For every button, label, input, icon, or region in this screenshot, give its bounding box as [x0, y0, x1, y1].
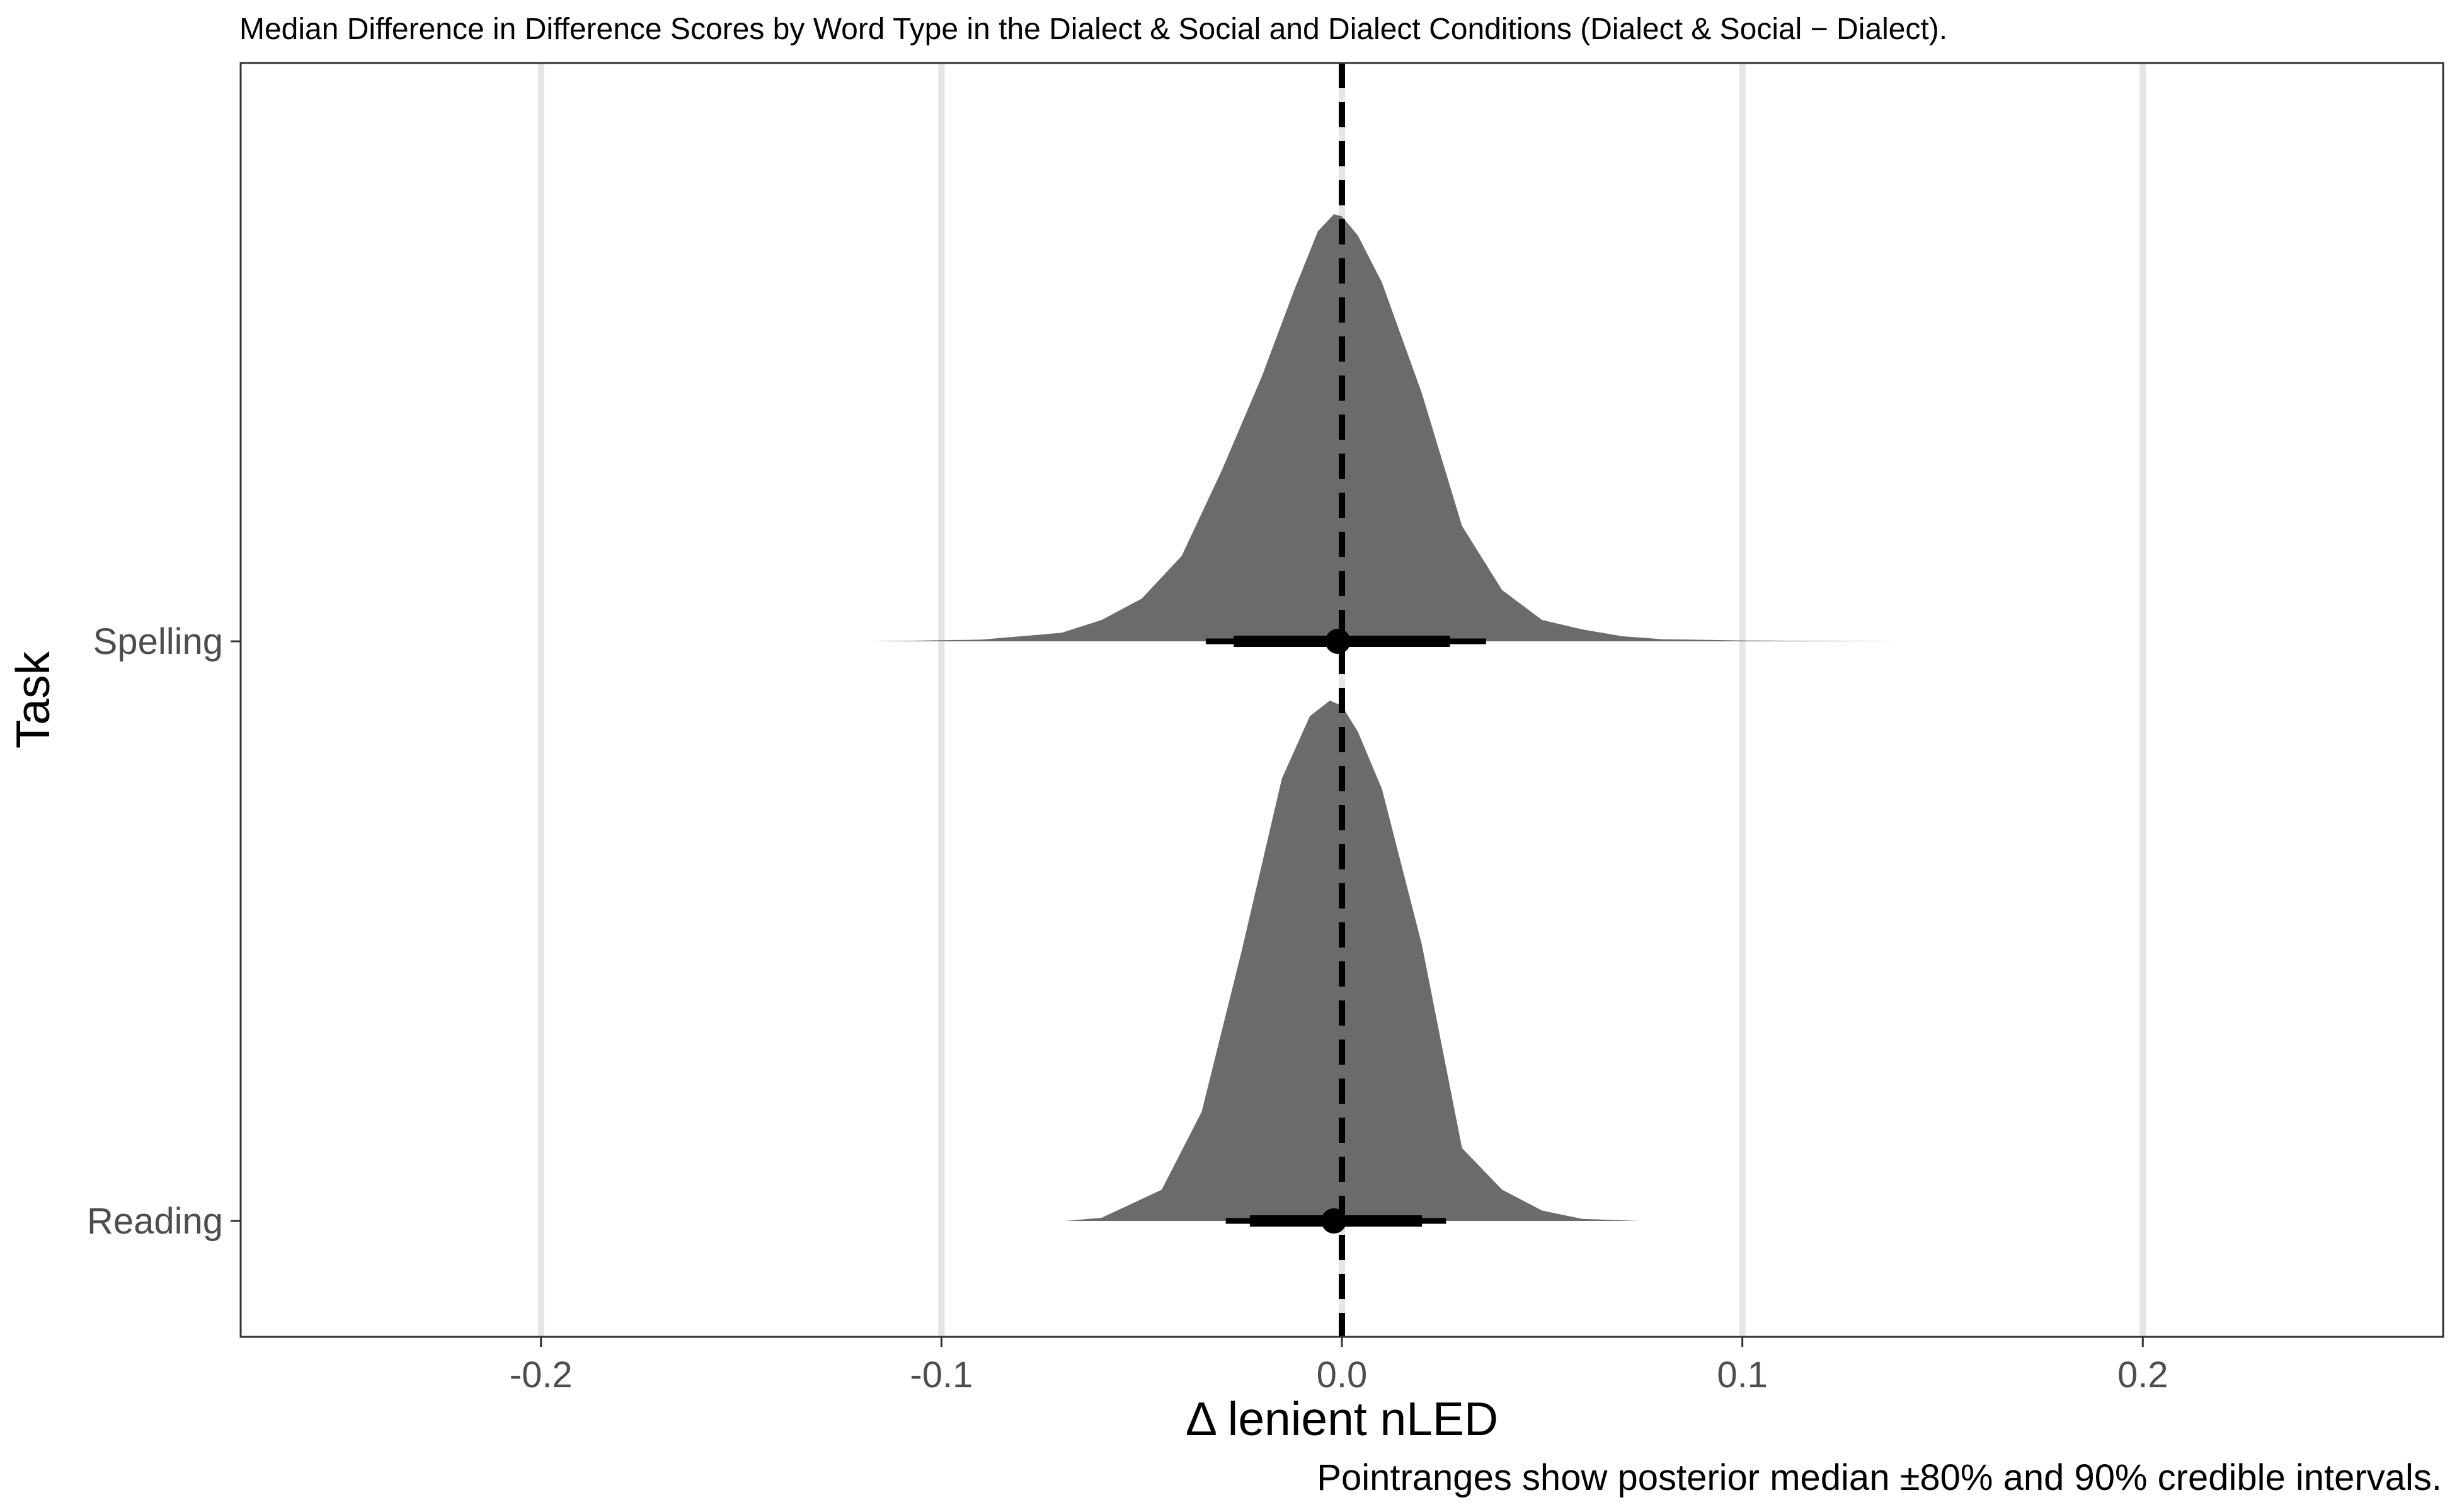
chart-title: Median Difference in Difference Scores b…	[239, 13, 1947, 46]
y-tick-label-reading: Reading	[87, 1201, 223, 1242]
median-point-reading	[1321, 1208, 1347, 1234]
x-axis: -0.2 -0.1 0.0 0.1 0.2	[510, 1337, 2168, 1395]
median-point-spelling	[1325, 629, 1351, 654]
x-axis-title: Δ lenient nLED	[1186, 1392, 1498, 1445]
x-tick-label-0: -0.2	[510, 1354, 573, 1395]
x-tick-label-2: 0.0	[1317, 1354, 1368, 1395]
x-tick-label-3: 0.1	[1717, 1354, 1768, 1395]
chart-caption: Pointranges show posterior median ±80% a…	[1317, 1457, 2442, 1498]
y-axis-title: Task	[6, 651, 59, 748]
y-tick-label-spelling: Spelling	[93, 621, 223, 662]
x-tick-label-4: 0.2	[2117, 1354, 2168, 1395]
density-reading	[1065, 701, 1639, 1221]
x-tick-label-1: -0.1	[910, 1354, 973, 1395]
density-spelling	[869, 214, 1903, 641]
y-axis: Spelling Reading	[87, 621, 241, 1242]
interval-layer	[1205, 629, 1486, 1234]
density-layer	[869, 214, 1903, 1221]
